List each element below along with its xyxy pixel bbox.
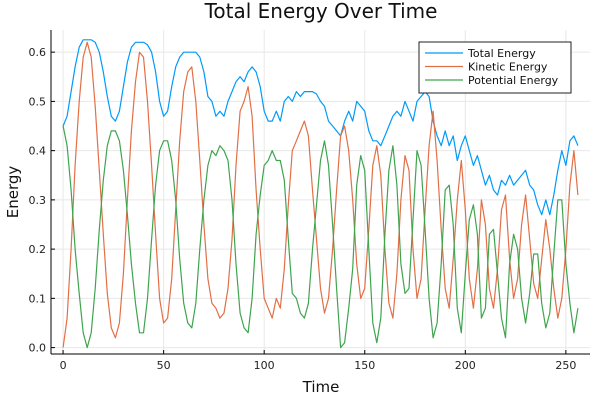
legend-box — [418, 41, 572, 94]
x-tick-label: 100 — [254, 359, 275, 372]
y-tick-label: 0.1 — [29, 292, 47, 305]
legend-label-total-energy: Total Energy — [467, 47, 536, 60]
series-line-total-energy — [62, 39, 579, 216]
legend-label-kinetic-energy: Kinetic Energy — [468, 61, 548, 74]
x-ticks: 0 50 100 150 200 250 — [60, 350, 576, 372]
x-tick-label: 150 — [354, 359, 375, 372]
legend-label-potential-energy: Potential Energy — [468, 74, 559, 87]
axes — [50, 30, 590, 355]
y-tick-label: 0.0 — [29, 342, 47, 355]
x-tick-label: 50 — [157, 359, 171, 372]
x-tick-label: 200 — [455, 359, 476, 372]
x-tick-label: 0 — [60, 359, 67, 372]
y-tick-label: 0.4 — [29, 145, 47, 158]
series-line-kinetic-energy — [62, 41, 579, 348]
series-line-potential-energy — [62, 125, 579, 349]
series-layer — [62, 39, 579, 349]
y-ticks: 0.0 0.1 0.2 0.3 0.4 0.5 0.6 — [29, 46, 55, 355]
y-tick-label: 0.3 — [29, 194, 47, 207]
y-tick-label: 0.6 — [29, 46, 47, 59]
y-tick-label: 0.5 — [29, 95, 47, 108]
x-tick-label: 250 — [555, 359, 576, 372]
y-axis-title: Energy — [4, 166, 22, 219]
chart-title: Total Energy Over Time — [204, 0, 438, 23]
y-tick-label: 0.2 — [29, 243, 47, 256]
x-axis-title: Time — [302, 378, 340, 396]
